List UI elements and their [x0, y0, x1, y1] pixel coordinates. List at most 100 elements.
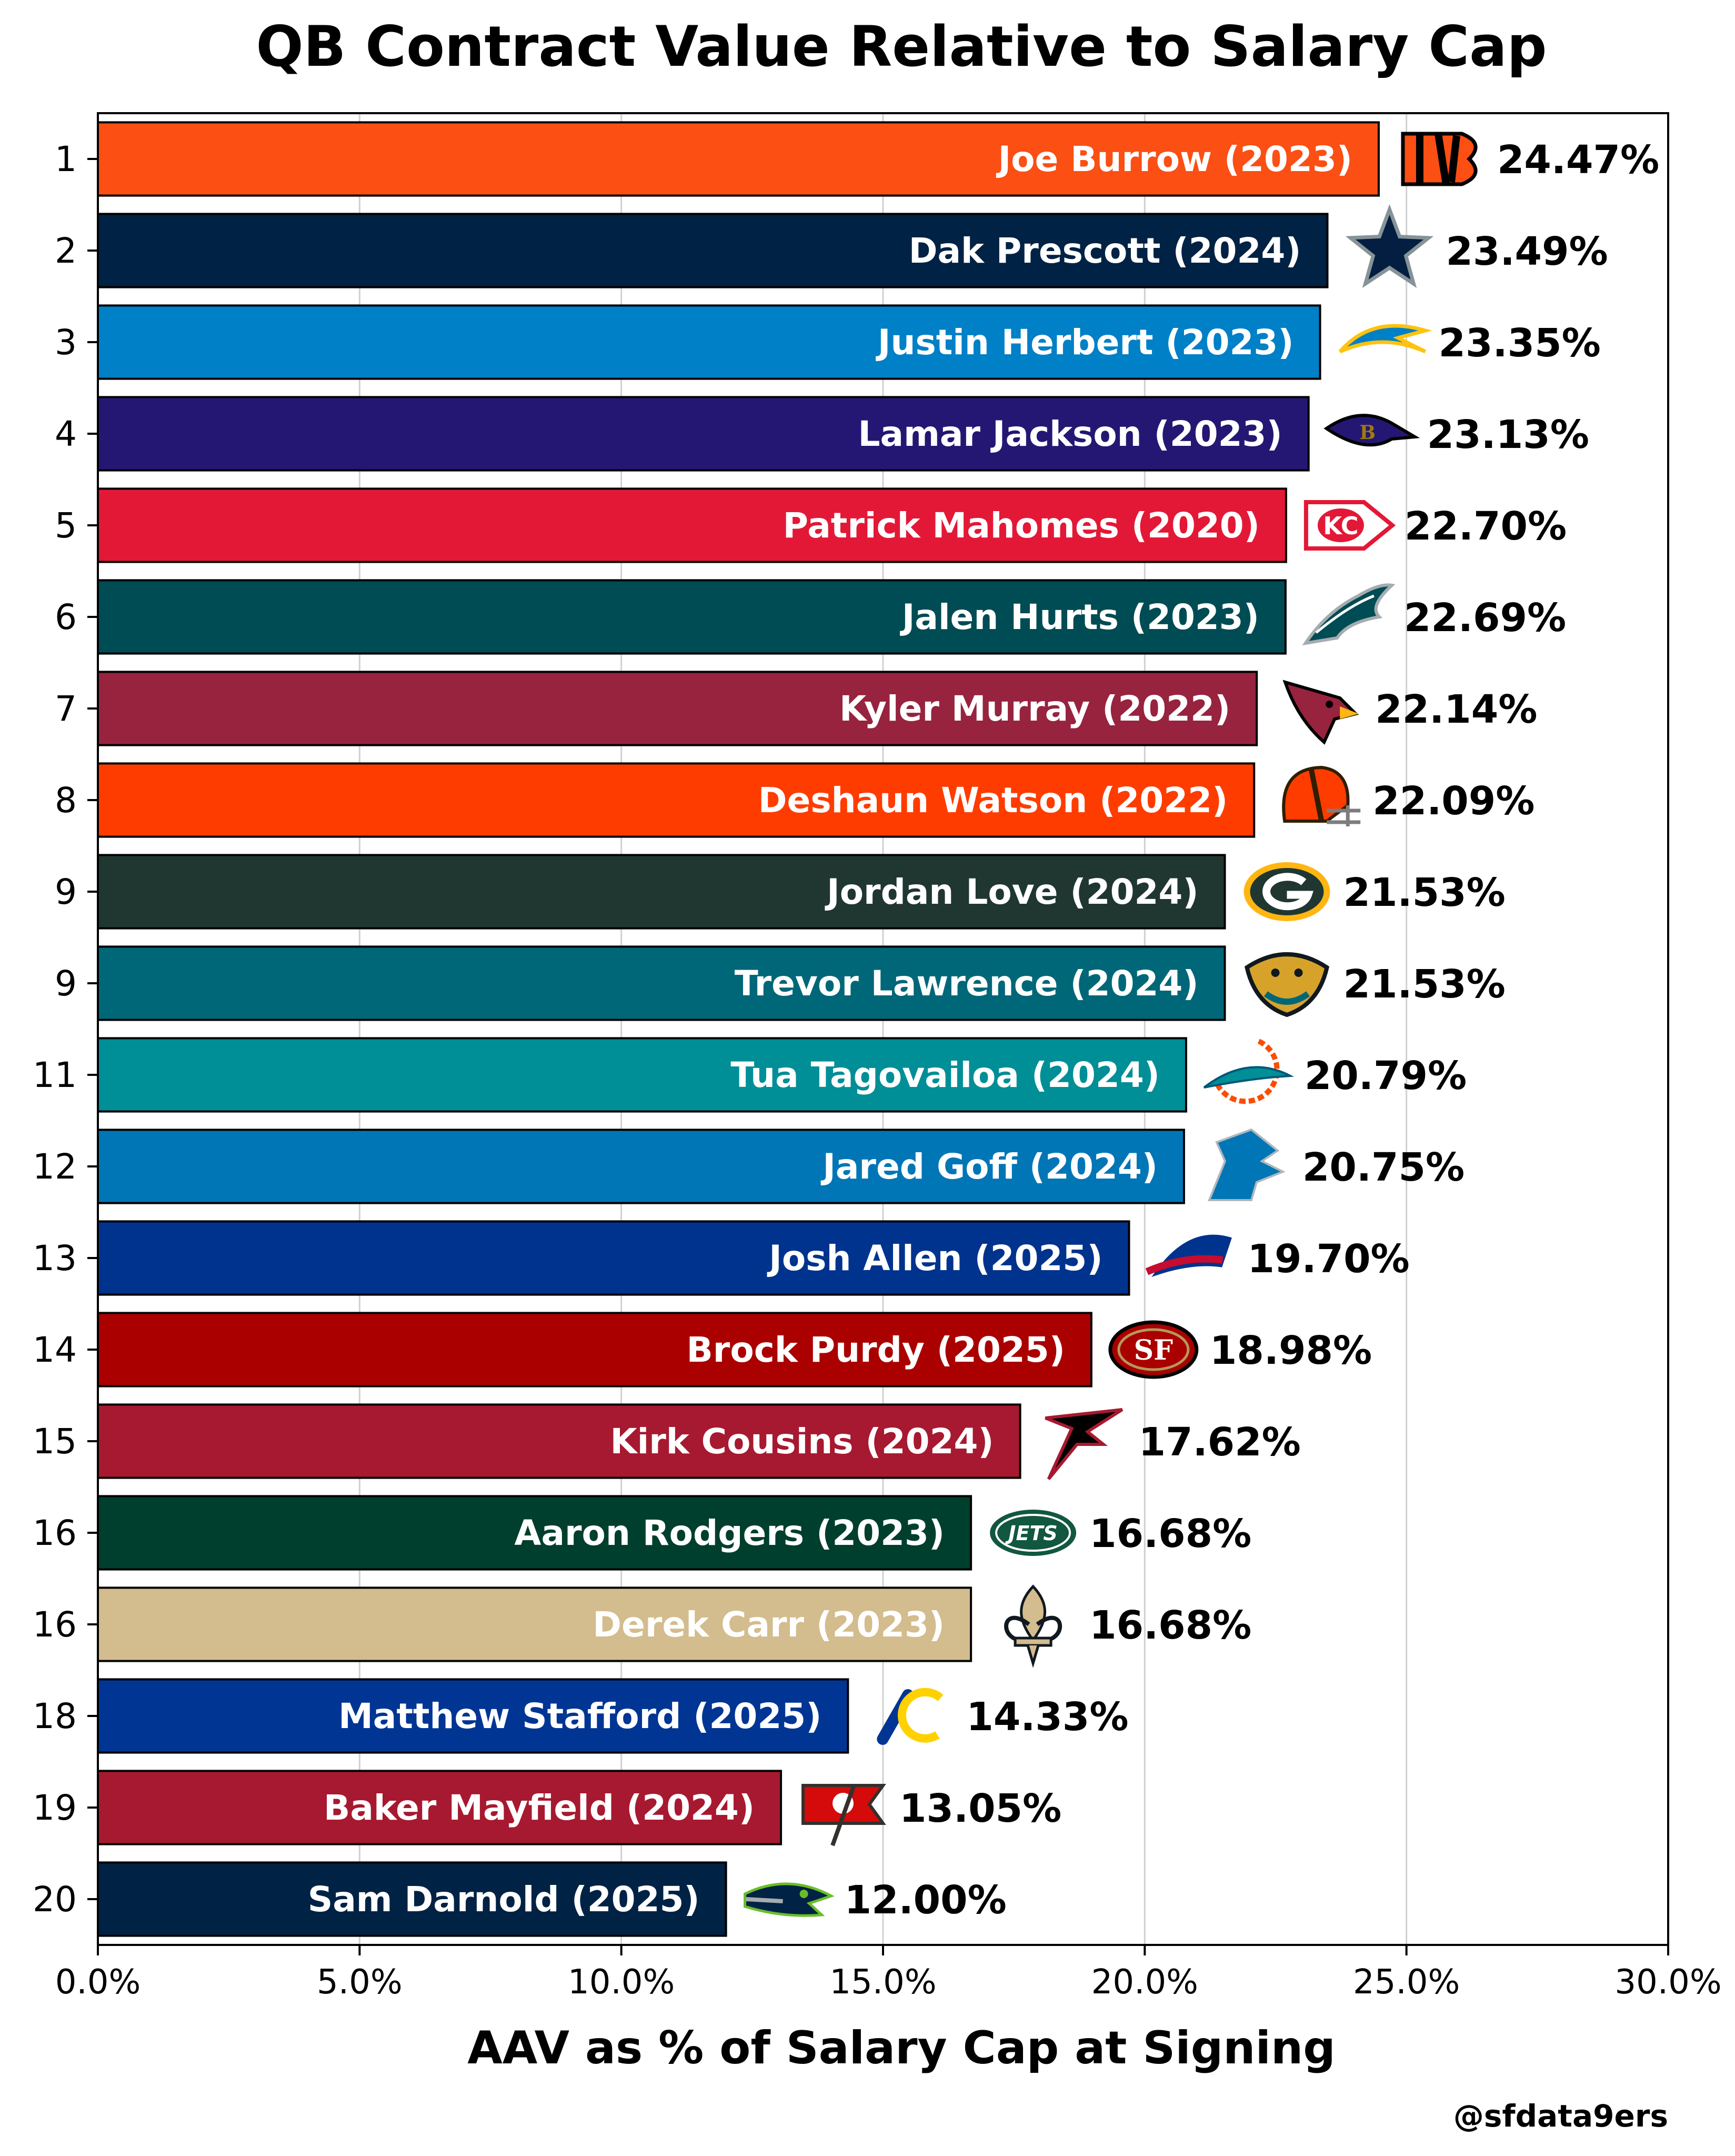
- rank-label: 13: [33, 1238, 77, 1279]
- rank-label: 7: [55, 688, 77, 729]
- rank-label: 2: [55, 231, 77, 271]
- rank-label: 20: [33, 1879, 77, 1920]
- svg-text:SF: SF: [1134, 1334, 1174, 1366]
- bar: [97, 1678, 849, 1754]
- bar-label: Matthew Stafford (2025): [338, 1696, 821, 1736]
- rank-label: 18: [33, 1696, 77, 1736]
- bar-label: Lamar Jackson (2023): [858, 414, 1282, 454]
- x-tick-label: 5.0%: [317, 1963, 403, 2002]
- eagles-logo-icon: [1302, 583, 1396, 646]
- rank-label: 4: [55, 414, 77, 454]
- bar-label: Sam Darnold (2025): [308, 1879, 700, 1920]
- bar-label: Tua Tagovailoa (2024): [730, 1055, 1160, 1095]
- value-label: 20.75%: [1302, 1145, 1465, 1190]
- value-label: 13.05%: [899, 1786, 1061, 1831]
- value-label: 23.13%: [1427, 412, 1589, 457]
- bar: [97, 1129, 1185, 1204]
- bar: [97, 1403, 1021, 1479]
- rank-label: 3: [55, 322, 77, 363]
- value-label: 17.62%: [1139, 1420, 1301, 1465]
- value-label: 16.68%: [1089, 1511, 1251, 1556]
- bar: [97, 762, 1256, 838]
- x-tick-label: 20.0%: [1091, 1963, 1198, 2002]
- bengals-logo-icon: [1401, 132, 1478, 186]
- bar-label: Justin Herbert (2023): [876, 322, 1294, 363]
- ravens-logo-icon: B: [1323, 414, 1420, 447]
- x-tick-label: 10.0%: [568, 1963, 675, 2002]
- packers-g-icon: [1243, 862, 1330, 921]
- bar-label: Joe Burrow (2023): [996, 139, 1352, 179]
- bar: [97, 304, 1321, 380]
- bar: [97, 1312, 1092, 1388]
- bar-label: Jared Goff (2024): [820, 1146, 1158, 1187]
- bar: [97, 487, 1287, 563]
- value-label: 21.53%: [1343, 962, 1506, 1007]
- value-label: 24.47%: [1497, 137, 1659, 183]
- bar-label: Kirk Cousins (2024): [610, 1421, 994, 1462]
- saints-fleur-de-lis-icon: [1004, 1584, 1062, 1668]
- bar: [97, 1861, 727, 1937]
- value-label: 22.14%: [1375, 687, 1537, 732]
- chargers-bolt-icon: [1338, 324, 1432, 354]
- bar-label: Kyler Murray (2022): [839, 688, 1230, 729]
- x-axis-ticks: 0.0% 5.0% 10.0% 15.0% 20.0% 25.0% 30.0%: [55, 1945, 1722, 2002]
- cardinals-logo-icon: [1282, 680, 1359, 745]
- value-label: 22.09%: [1372, 778, 1535, 824]
- chiefs-arrowhead-icon: KC: [1303, 500, 1396, 551]
- x-tick-label: 0.0%: [55, 1963, 141, 2002]
- bar: [97, 1037, 1187, 1113]
- bar-label: Josh Allen (2025): [767, 1238, 1102, 1279]
- lions-logo-icon: [1207, 1128, 1286, 1201]
- x-tick-label: 30.0%: [1614, 1963, 1721, 2002]
- value-label: 21.53%: [1343, 870, 1506, 915]
- bar: [97, 579, 1287, 655]
- browns-helmet-icon: [1282, 765, 1361, 826]
- value-label: 22.70%: [1405, 504, 1567, 549]
- value-label: 19.70%: [1247, 1236, 1409, 1282]
- dolphins-logo-icon: [1203, 1039, 1295, 1104]
- rams-logo-icon: [877, 1688, 944, 1745]
- value-label: 20.79%: [1305, 1053, 1467, 1099]
- bar: [97, 1586, 972, 1662]
- rank-label: 9: [55, 963, 77, 1004]
- bar-label: Brock Purdy (2025): [687, 1330, 1065, 1370]
- value-label: 23.35%: [1439, 321, 1601, 366]
- rank-label: 11: [33, 1055, 77, 1095]
- team-logos: B KC SF JETS: [744, 132, 1478, 1917]
- bar: [97, 1220, 1130, 1296]
- jaguars-logo-icon: [1245, 952, 1330, 1017]
- bar-label: Trevor Lawrence (2024): [735, 963, 1199, 1004]
- value-label: 12.00%: [845, 1878, 1007, 1923]
- credit-handle: @sfdata9ers: [1453, 2098, 1668, 2134]
- 49ers-logo-icon: SF: [1108, 1320, 1199, 1379]
- rank-label: 1: [55, 139, 77, 179]
- rank-label: 9: [55, 872, 77, 912]
- chart-title: QB Contract Value Relative to Salary Cap: [256, 14, 1547, 79]
- value-label: 22.69%: [1404, 595, 1566, 641]
- rank-label: 14: [33, 1330, 77, 1370]
- rank-label: 15: [33, 1421, 77, 1462]
- rank-label: 5: [55, 505, 77, 546]
- bills-logo-icon: [1145, 1232, 1235, 1281]
- bar-label: Jordan Love (2024): [825, 872, 1198, 912]
- bar: [97, 1495, 972, 1571]
- bar: [97, 945, 1226, 1021]
- bar-label: Dak Prescott (2024): [909, 231, 1301, 271]
- rank-label: 6: [55, 597, 77, 637]
- jets-logo-icon: JETS: [990, 1510, 1077, 1556]
- rank-label: 8: [55, 780, 77, 821]
- bar-label: Baker Mayfield (2024): [324, 1788, 755, 1828]
- bar-label: Aaron Rodgers (2023): [514, 1513, 945, 1553]
- bar: [97, 671, 1258, 746]
- rank-label: 16: [33, 1513, 77, 1553]
- bars: Joe Burrow (2023) 24.47% Dak Prescott (202…: [97, 121, 1659, 1937]
- svg-text:JETS: JETS: [1005, 1522, 1057, 1545]
- seahawks-logo-icon: [744, 1882, 835, 1917]
- value-label: 23.49%: [1446, 229, 1608, 274]
- bar-label: Derek Carr (2023): [593, 1604, 945, 1645]
- x-axis-label: AAV as % of Salary Cap at Signing: [467, 2022, 1336, 2074]
- cowboys-star-icon: [1345, 204, 1434, 288]
- value-label: 18.98%: [1210, 1328, 1372, 1373]
